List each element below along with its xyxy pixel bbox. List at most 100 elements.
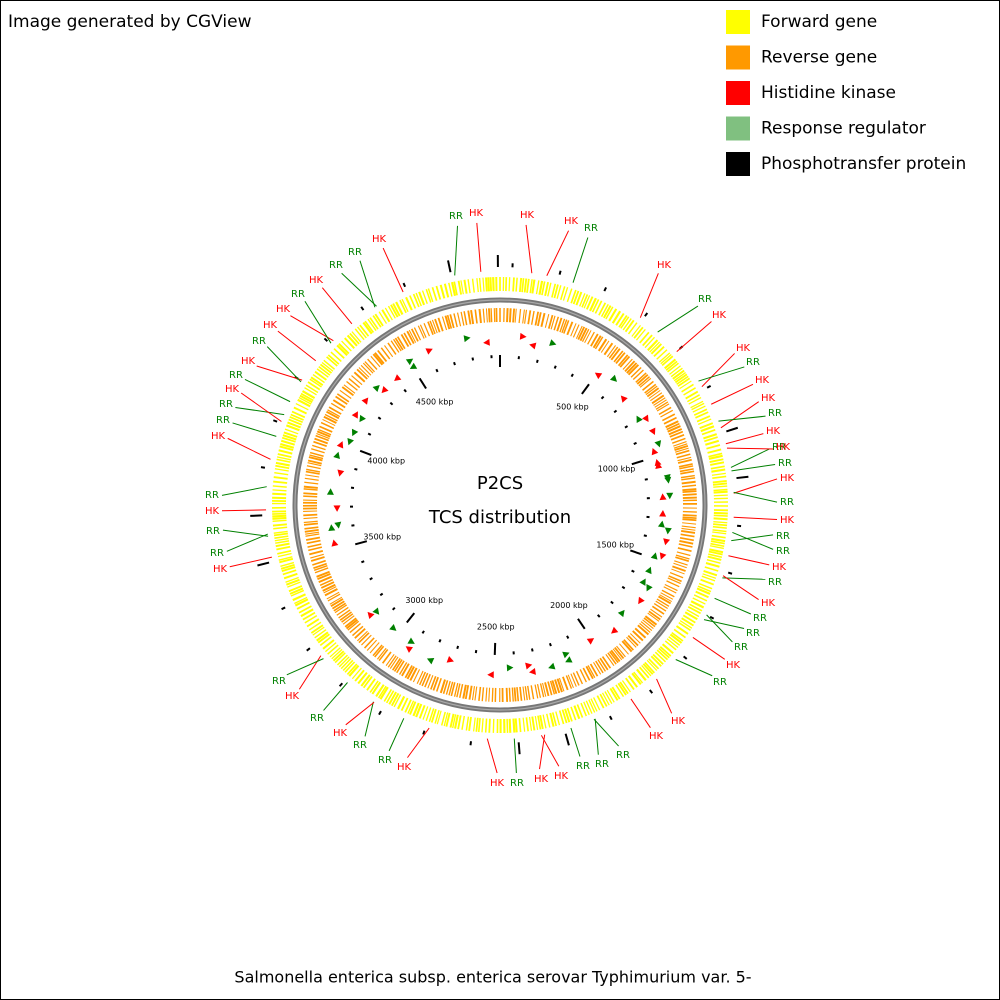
feature-label: RR — [272, 676, 286, 687]
feature-label: RR — [210, 548, 224, 559]
forward-gene — [293, 406, 307, 415]
reverse-gene — [615, 352, 626, 365]
reverse-gene — [491, 687, 494, 702]
outer-tick — [736, 475, 749, 480]
reverse-gene — [367, 358, 378, 370]
reverse-gene — [446, 314, 453, 329]
outer-tick — [402, 282, 407, 288]
ruler-tick — [435, 368, 439, 373]
reverse-gene — [318, 575, 333, 584]
reverse-gene — [401, 663, 410, 677]
ruler-tick — [553, 365, 557, 369]
forward-gene — [575, 291, 583, 306]
reverse-gene — [320, 581, 335, 589]
reverse-gene — [303, 485, 318, 489]
feature-label: HK — [736, 343, 751, 354]
feature-arrow — [328, 524, 336, 532]
forward-gene — [621, 680, 631, 693]
forward-gene — [338, 342, 350, 355]
forward-gene — [285, 424, 300, 432]
forward-gene — [439, 284, 446, 299]
reverse-gene — [547, 314, 554, 329]
feature-label: RR — [734, 642, 748, 653]
feature-line — [720, 401, 759, 429]
feature-label: HK — [657, 260, 672, 271]
reverse-gene — [674, 560, 688, 566]
reverse-gene — [351, 625, 364, 637]
forward-gene — [711, 472, 726, 476]
reverse-gene — [326, 410, 340, 420]
reverse-gene — [342, 615, 355, 625]
reverse-gene — [427, 321, 434, 335]
forward-gene — [692, 405, 706, 413]
feature-label: RR — [780, 497, 794, 508]
forward-gene — [324, 642, 337, 653]
legend: Forward gene Reverse gene Histidine kinase… — [726, 10, 966, 176]
forward-gene — [700, 425, 715, 433]
reverse-gene — [682, 518, 697, 522]
forward-gene — [660, 354, 672, 365]
reverse-gene — [462, 684, 467, 699]
ruler-tick — [643, 534, 647, 537]
reverse-gene — [673, 562, 687, 569]
forward-gene — [649, 341, 660, 353]
reverse-gene — [427, 675, 434, 689]
outer-tick — [447, 260, 452, 273]
forward-gene — [427, 288, 434, 303]
forward-gene — [659, 646, 672, 657]
forward-gene — [585, 700, 593, 714]
reverse-gene — [577, 326, 586, 340]
feature-arrow — [646, 584, 653, 592]
forward-gene — [300, 392, 314, 402]
reverse-gene — [310, 556, 325, 562]
ruler-label: 1500 kbp — [596, 541, 634, 550]
forward-gene — [522, 717, 526, 732]
forward-gene — [440, 711, 446, 726]
feature-arrow — [425, 348, 433, 355]
forward-gene — [307, 381, 321, 391]
reverse-gene — [463, 311, 468, 326]
feature-arrow — [351, 428, 359, 437]
forward-gene — [351, 331, 362, 343]
reverse-gene — [303, 488, 318, 491]
forward-gene — [585, 296, 594, 310]
feature-line — [513, 738, 517, 774]
forward-gene — [665, 360, 678, 371]
outer-tick — [378, 710, 382, 716]
feature-line — [730, 448, 770, 468]
feature-line — [639, 273, 659, 318]
forward-gene — [712, 480, 727, 484]
feature-label: RR — [768, 577, 782, 588]
forward-gene — [583, 295, 591, 309]
reverse-gene — [681, 529, 696, 534]
legend-label: Forward gene — [761, 12, 877, 32]
forward-gene — [273, 476, 288, 480]
feature-line — [710, 383, 754, 405]
reverse-gene — [650, 392, 663, 402]
forward-gene — [316, 631, 329, 642]
forward-gene — [706, 444, 721, 450]
forward-gene — [369, 317, 379, 330]
forward-gene — [273, 532, 289, 537]
reverse-gene — [453, 682, 459, 697]
forward-gene — [272, 492, 287, 496]
feature-label: RR — [576, 761, 590, 772]
forward-gene — [467, 279, 471, 294]
map-subtitle: TCS distribution — [428, 507, 571, 528]
forward-gene — [445, 712, 451, 727]
reverse-gene — [423, 322, 431, 337]
reverse-gene — [654, 399, 667, 408]
reverse-gene — [309, 549, 324, 556]
reverse-gene — [558, 677, 565, 692]
forward-gene — [275, 540, 290, 544]
ruler-tick — [629, 549, 642, 556]
forward-gene — [605, 306, 614, 320]
feature-line — [726, 447, 774, 450]
reverse-gene — [376, 647, 387, 660]
feature-label: HK — [241, 356, 256, 367]
ruler-tick — [613, 409, 618, 414]
reverse-gene — [682, 516, 697, 520]
feature-arrow — [645, 566, 652, 575]
reverse-gene — [559, 318, 566, 333]
reverse-gene — [642, 619, 654, 629]
